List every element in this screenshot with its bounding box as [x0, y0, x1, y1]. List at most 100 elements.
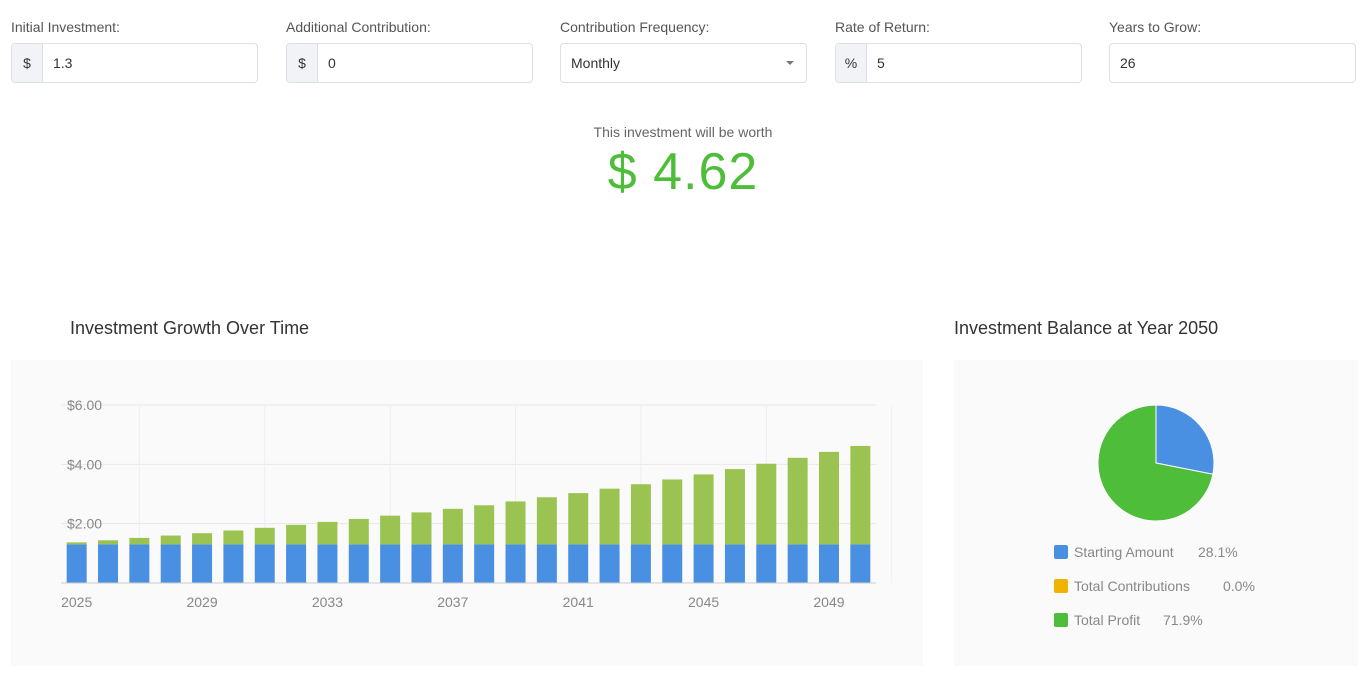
bar-total-profit	[662, 479, 683, 545]
x-tick-label: 2033	[312, 594, 343, 610]
additional-contribution-field: Additional Contribution: $	[286, 18, 535, 83]
contribution-frequency-select[interactable]: Monthly	[560, 43, 807, 83]
bar-starting-amount	[348, 544, 369, 583]
initial-investment-label: Initial Investment:	[11, 19, 120, 35]
bar-total-profit	[505, 501, 526, 545]
bar-starting-amount	[286, 544, 307, 583]
bar-starting-amount	[724, 544, 745, 583]
bar-total-profit	[599, 488, 620, 545]
summary-label: This investment will be worth	[593, 124, 773, 140]
additional-contribution-label: Additional Contribution:	[286, 19, 431, 35]
rate-of-return-label: Rate of Return:	[835, 19, 930, 35]
growth-chart-title: Investment Growth Over Time	[70, 318, 310, 338]
y-tick-label: $2.00	[67, 516, 102, 532]
years-to-grow-label: Years to Grow:	[1109, 19, 1202, 35]
bar-starting-amount	[192, 544, 213, 583]
legend-swatch	[1054, 613, 1068, 627]
bar-starting-amount	[254, 544, 275, 583]
initial-investment-field: Initial Investment: $	[11, 18, 260, 83]
years-to-grow-field: Years to Grow:	[1109, 18, 1358, 83]
bar-total-profit	[630, 484, 651, 545]
x-tick-label: 2045	[688, 594, 719, 610]
pie-slice	[1155, 404, 1215, 475]
bar-starting-amount	[756, 544, 777, 583]
bar-total-profit	[850, 445, 871, 545]
balance-pie-chart	[1097, 404, 1215, 522]
bar-starting-amount	[442, 544, 463, 583]
bar-starting-amount	[411, 544, 432, 583]
bar-total-profit	[192, 533, 213, 545]
bar-starting-amount	[818, 544, 839, 583]
bar-total-profit	[442, 508, 463, 545]
bar-starting-amount	[474, 544, 495, 583]
pie-slice	[1097, 404, 1214, 522]
contribution-frequency-field: Contribution Frequency: Monthly	[560, 18, 809, 83]
legend-pct: 28.1%	[1198, 544, 1238, 560]
bar-total-profit	[317, 521, 338, 545]
bar-starting-amount	[505, 544, 526, 583]
bar-total-profit	[98, 540, 119, 545]
years-to-grow-input-group[interactable]	[1109, 43, 1356, 83]
summary-value: $ 4.62	[607, 143, 759, 201]
bar-total-profit	[568, 493, 589, 545]
legend-starting-amount: Starting Amount	[1054, 544, 1174, 560]
bar-total-profit	[724, 469, 745, 545]
bar-total-profit	[286, 524, 307, 545]
x-tick-label: 2025	[61, 594, 92, 610]
bar-total-profit	[129, 537, 150, 545]
bar-starting-amount	[787, 544, 808, 583]
bar-starting-amount	[317, 544, 338, 583]
y-tick-label: $6.00	[67, 397, 102, 413]
bar-starting-amount	[98, 544, 119, 583]
bar-starting-amount	[693, 544, 714, 583]
legend-label: Total Profit	[1074, 612, 1141, 628]
growth-chart-panel: $6.00 $4.00 $2.00 2025 2029 2033 2037 2041 2045 2…	[11, 360, 923, 666]
dollar-prefix: $	[287, 44, 318, 82]
bar-starting-amount	[630, 544, 651, 583]
legend-pct: 0.0%	[1223, 578, 1255, 594]
bar-starting-amount	[599, 544, 620, 583]
bar-total-profit	[411, 512, 432, 545]
legend-swatch	[1054, 579, 1068, 593]
bar-starting-amount	[536, 544, 557, 583]
bar-total-profit	[756, 463, 777, 545]
bar-total-profit	[818, 451, 839, 545]
bar-starting-amount	[66, 544, 87, 583]
rate-of-return-field: Rate of Return: %	[835, 18, 1084, 83]
growth-bar-chart: $6.00 $4.00 $2.00 2025 2029 2033 2037 2041 2045 2…	[61, 397, 893, 610]
contribution-frequency-label: Contribution Frequency:	[560, 19, 710, 35]
bar-total-profit	[223, 530, 244, 545]
legend-label: Starting Amount	[1074, 544, 1174, 560]
x-tick-label: 2037	[437, 594, 468, 610]
legend-label: Total Contributions	[1074, 578, 1190, 594]
bar-starting-amount	[662, 544, 683, 583]
percent-prefix: %	[836, 44, 867, 82]
bar-starting-amount	[129, 544, 150, 583]
x-tick-label: 2029	[186, 594, 217, 610]
bar-starting-amount	[850, 544, 871, 583]
additional-contribution-input-group[interactable]: $	[286, 43, 533, 83]
legend-swatch	[1054, 545, 1068, 559]
bar-total-profit	[254, 527, 275, 545]
bar-total-profit	[693, 474, 714, 545]
bar-total-profit	[66, 542, 87, 545]
bar-total-profit	[160, 535, 181, 545]
bar-starting-amount	[160, 544, 181, 583]
additional-contribution-input[interactable]	[318, 44, 532, 82]
bar-total-profit	[348, 518, 369, 545]
bar-starting-amount	[223, 544, 244, 583]
rate-of-return-input-group[interactable]: %	[835, 43, 1082, 83]
contribution-frequency-value: Monthly	[571, 55, 621, 71]
dollar-prefix: $	[12, 44, 43, 82]
rate-of-return-input[interactable]	[867, 44, 1081, 82]
x-tick-label: 2041	[563, 594, 594, 610]
bar-total-profit	[380, 515, 401, 545]
legend-pct: 71.9%	[1163, 612, 1203, 628]
years-to-grow-input[interactable]	[1110, 44, 1355, 82]
balance-chart-title: Investment Balance at Year 2050	[954, 318, 1219, 338]
initial-investment-input-group[interactable]: $	[11, 43, 258, 83]
x-tick-label: 2049	[813, 594, 844, 610]
initial-investment-input[interactable]	[43, 44, 257, 82]
bar-total-profit	[787, 457, 808, 545]
bar-total-profit	[474, 505, 495, 545]
